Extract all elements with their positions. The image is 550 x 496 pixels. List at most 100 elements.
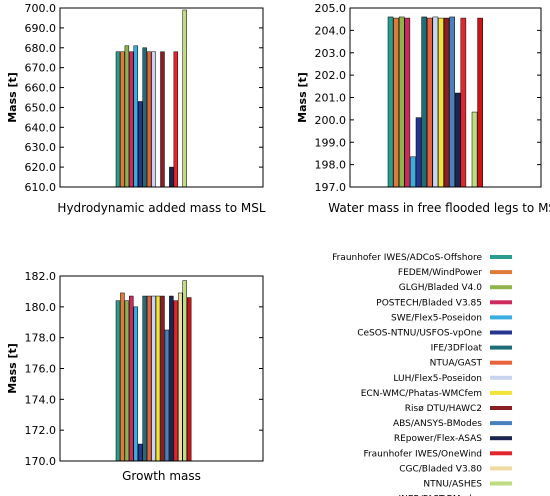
legend-swatch [490, 270, 512, 275]
y-axis-label: Mass [t] [6, 72, 19, 123]
legend-label: ECN-WMC/Phatas-WMCfem [361, 389, 482, 399]
chart-title: Hydrodynamic added mass to MSL [57, 201, 265, 215]
bar-3-17 [186, 297, 192, 462]
legend-label: NTNU/ASHES [423, 480, 482, 490]
y-tick-label: 700.0 [25, 2, 57, 15]
legend-swatch [490, 390, 512, 395]
plot-frame [59, 7, 264, 188]
bar-1-13 [169, 166, 174, 188]
bar-2-14 [460, 17, 467, 188]
legend-label: CGC/Bladed V3.80 [399, 464, 482, 474]
bar-2-10 [438, 17, 444, 188]
legend-swatch [490, 466, 512, 471]
legend-swatch [490, 315, 512, 320]
bar-2-13 [454, 92, 461, 188]
bar-2-7 [421, 16, 427, 188]
bar-3-15 [178, 292, 183, 462]
bar-3-6 [138, 443, 143, 462]
legend-label: ABS/ANSYS-BModes [393, 419, 482, 429]
y-tick-label: 690.0 [25, 22, 57, 35]
legend-swatch [490, 255, 512, 259]
bar-3-10 [155, 295, 161, 462]
bar-1-14 [173, 51, 179, 188]
legend-label: LUH/Flex5-Poseidon [393, 374, 482, 384]
y-tick-label: 680.0 [25, 42, 57, 55]
chart-growth-mass: 170.0 172.0 174.0 176.0 178.0 180.0 182.0 Mass … [6, 270, 264, 483]
legend-swatch [490, 330, 512, 335]
y-tick-label: 204.0 [315, 24, 347, 37]
legend-swatch [490, 285, 512, 290]
legend-swatch [490, 451, 512, 456]
y-tick-label: 170.0 [25, 455, 57, 468]
bar-2-1 [387, 16, 394, 188]
bar-2-6 [415, 117, 422, 188]
legend-label: SWE/Flex5-Poseidon [391, 313, 482, 323]
bar-1-2 [120, 51, 125, 188]
bar-3-16 [182, 280, 187, 462]
legend-swatch [490, 406, 512, 410]
y-tick-label: 630.0 [25, 141, 57, 154]
bar-3-7 [142, 295, 147, 462]
bar-1-16 [182, 9, 187, 188]
chart-title: Water mass in free flooded legs to MSL [328, 201, 550, 215]
bar-1-9 [151, 51, 156, 188]
bar-1-7 [142, 47, 147, 188]
y-tick-label: 203.0 [315, 47, 347, 60]
bar-1-11 [160, 51, 165, 188]
bar-2-3 [398, 16, 405, 188]
legend-label: CeSOS-NTNU/USFOS-vpOne [357, 329, 482, 339]
bar-3-9 [151, 295, 156, 462]
y-tick-label: 620.0 [25, 161, 57, 174]
bar-1-3 [124, 45, 130, 188]
y-tick-label: 205.0 [315, 2, 347, 15]
bar-2-12 [449, 16, 455, 188]
y-tick-label: 180.0 [25, 301, 57, 314]
legend-label: Fraunhofer IWES/OneWind [363, 449, 482, 459]
chart-title: Growth mass [122, 469, 201, 483]
legend-label: IFE/3DFloat [431, 344, 483, 354]
bar-3-1 [115, 300, 121, 462]
legend-label: INER/FAST-BModes [398, 495, 482, 496]
legend-label: FEDEM/WindPower [398, 268, 482, 278]
bar-3-8 [146, 295, 152, 462]
y-tick-label: 670.0 [25, 62, 57, 75]
bar-3-4 [129, 295, 134, 462]
bar-2-2 [393, 17, 399, 188]
y-tick-label: 650.0 [25, 101, 57, 114]
legend-label: NTUA/GAST [430, 359, 483, 369]
legend-label: GLGH/Bladed V4.0 [399, 283, 483, 293]
bar-2-9 [432, 16, 439, 188]
bar-1-4 [129, 51, 134, 188]
bar-1-6 [138, 101, 143, 188]
y-axis-label: Mass [t] [6, 343, 19, 394]
bar-2-4 [404, 17, 411, 188]
bar-3-2 [120, 292, 125, 462]
legend-label: Fraunhofer IWES/ADCoS-Offshore [332, 253, 482, 263]
bar-3-14 [173, 300, 179, 462]
y-tick-label: 199.0 [315, 136, 347, 149]
bar-1-8 [146, 51, 152, 188]
legend-swatch [490, 436, 512, 441]
y-tick-label: 200.0 [315, 114, 347, 127]
chart-water-mass: 197.0 198.0 199.0 200.0 201.0 202.0 203.0 204.0… [296, 2, 550, 215]
y-tick-label: 197.0 [315, 181, 347, 194]
bar-3-12 [164, 329, 170, 462]
y-tick-label: 174.0 [25, 393, 57, 406]
y-tick-label: 198.0 [315, 159, 347, 172]
legend-swatch [490, 481, 512, 486]
bar-2-8 [426, 17, 433, 188]
bar-3-11 [160, 295, 165, 462]
y-axis-label: Mass [t] [296, 72, 309, 123]
bar-2-5 [410, 156, 416, 188]
y-tick-label: 182.0 [25, 270, 57, 283]
legend-label: POSTECH/Bladed V3.85 [376, 298, 482, 308]
bar-2-11 [443, 17, 450, 188]
bar-2-17 [477, 17, 483, 188]
y-tick-label: 201.0 [315, 92, 347, 105]
y-tick-label: 172.0 [25, 424, 57, 437]
y-tick-label: 176.0 [25, 363, 57, 376]
legend-swatch [490, 300, 512, 305]
bar-3-3 [124, 300, 130, 462]
legend-swatch [490, 360, 512, 365]
legend: Fraunhofer IWES/ADCoS-Offshore FEDEM/Wind… [332, 253, 512, 496]
